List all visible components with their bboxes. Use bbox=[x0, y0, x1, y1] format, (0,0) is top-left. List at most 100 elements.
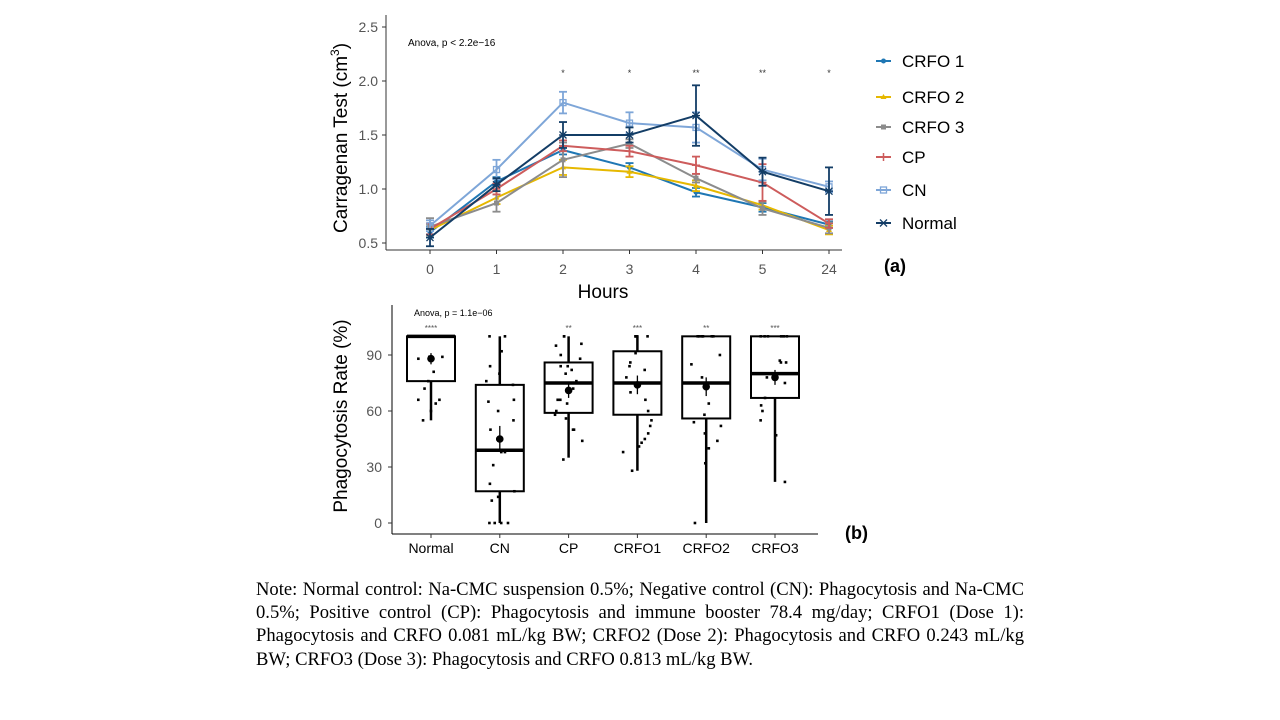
box-data-point bbox=[697, 335, 701, 338]
box-x-tick-label: CRFO2 bbox=[682, 540, 730, 556]
line-series-normal bbox=[426, 84, 833, 248]
box-x-tick-label: CN bbox=[490, 540, 510, 556]
line-point-marker bbox=[626, 168, 633, 174]
box-data-point bbox=[491, 463, 495, 467]
line-x-tick-label: 5 bbox=[759, 261, 767, 277]
box-data-point bbox=[648, 424, 652, 428]
box-data-point bbox=[646, 432, 650, 435]
legend-item: CRFO 3 bbox=[876, 118, 964, 137]
box-data-point bbox=[554, 344, 558, 347]
box-data-point bbox=[650, 419, 653, 422]
box-data-point bbox=[503, 450, 507, 454]
box-mean-point bbox=[702, 382, 710, 391]
box-data-point bbox=[489, 428, 492, 431]
box-y-tick-label: 90 bbox=[366, 347, 382, 363]
box-data-point bbox=[500, 450, 503, 454]
box-data-point bbox=[496, 495, 500, 499]
box-data-point bbox=[422, 335, 425, 338]
box-data-point bbox=[703, 432, 707, 435]
box-significance-label: ** bbox=[703, 324, 709, 333]
line-x-axis-label: Hours bbox=[578, 282, 629, 303]
line-y-tick-label: 2.0 bbox=[359, 73, 379, 89]
note-prefix: Note: bbox=[256, 579, 298, 600]
box-x-tick-label: Normal bbox=[408, 540, 453, 556]
box-data-point bbox=[416, 398, 420, 402]
line-point-marker bbox=[627, 141, 632, 147]
box-data-point bbox=[703, 413, 706, 417]
box-chart-axes: 0 30 60 90 Normal **** CN CP ** CRFO1 *** CRFO2 ** CR… bbox=[366, 305, 818, 556]
box-group-normal bbox=[406, 334, 456, 422]
box-marks-group bbox=[406, 334, 800, 525]
box-data-point bbox=[643, 368, 646, 372]
box-data-point bbox=[759, 419, 762, 422]
line-point-marker bbox=[494, 200, 499, 206]
box-y-tick-label: 60 bbox=[366, 403, 382, 419]
box-data-point bbox=[759, 335, 763, 338]
box-data-point bbox=[628, 364, 631, 368]
box-rect bbox=[750, 335, 800, 399]
box-data-point bbox=[488, 335, 491, 338]
box-data-point bbox=[488, 482, 492, 486]
box-data-point bbox=[782, 335, 786, 338]
box-data-point bbox=[511, 383, 515, 387]
line-point-marker bbox=[559, 98, 567, 107]
legend-label: CN bbox=[902, 181, 927, 200]
line-x-tick-label: 2 bbox=[559, 261, 567, 277]
box-group-crfo1 bbox=[612, 335, 663, 473]
box-data-point bbox=[562, 458, 565, 461]
line-series-group bbox=[426, 84, 833, 248]
line-x-tick-label: 4 bbox=[692, 261, 700, 277]
box-data-point bbox=[703, 461, 707, 465]
box-data-point bbox=[488, 521, 491, 525]
box-panel-label: (b) bbox=[845, 523, 868, 543]
line-anova-annotation: Anova, p < 2.2e−16 bbox=[408, 38, 496, 49]
box-data-point bbox=[637, 445, 641, 448]
box-data-point bbox=[580, 439, 584, 443]
legend-label: CRFO 1 bbox=[902, 52, 964, 71]
line-significance-label: ** bbox=[759, 68, 767, 78]
box-data-point bbox=[571, 387, 575, 390]
box-data-point bbox=[634, 335, 638, 338]
box-data-point bbox=[763, 396, 767, 400]
box-data-point bbox=[783, 480, 787, 484]
line-x-tick-label: 0 bbox=[426, 261, 434, 277]
box-data-point bbox=[692, 420, 696, 424]
note-text: Normal control: Na-CMC suspension 0.5%; … bbox=[256, 579, 1024, 670]
box-anova-annotation: Anova, p = 1.1e−06 bbox=[414, 308, 493, 318]
box-group-crfo3 bbox=[750, 335, 800, 484]
box-data-point bbox=[418, 335, 421, 338]
box-data-point bbox=[690, 363, 693, 366]
box-data-point bbox=[512, 419, 515, 422]
line-point-marker bbox=[880, 94, 887, 99]
box-data-point bbox=[512, 398, 516, 402]
box-data-point bbox=[710, 335, 714, 338]
box-data-point bbox=[766, 335, 770, 338]
box-data-point bbox=[427, 379, 430, 383]
box-data-point bbox=[555, 409, 558, 413]
box-data-point bbox=[423, 387, 426, 390]
line-significance-label: * bbox=[561, 68, 565, 78]
line-point-marker bbox=[492, 165, 501, 174]
box-data-point bbox=[556, 398, 559, 402]
line-point-marker bbox=[693, 182, 699, 188]
box-data-point bbox=[696, 335, 699, 338]
box-significance-label: *** bbox=[770, 324, 779, 333]
box-data-point bbox=[417, 357, 420, 361]
line-point-marker bbox=[760, 205, 765, 211]
box-data-point bbox=[634, 351, 637, 355]
box-data-point bbox=[629, 391, 632, 394]
box-data-point bbox=[553, 413, 557, 417]
box-data-point bbox=[700, 376, 704, 379]
box-mean-point bbox=[564, 386, 573, 395]
box-data-point bbox=[580, 342, 583, 346]
box-data-point bbox=[429, 335, 433, 338]
legend-item: CRFO 1 bbox=[876, 52, 964, 71]
box-data-point bbox=[779, 335, 783, 338]
legend-item: CP bbox=[876, 148, 926, 167]
box-group-cn bbox=[474, 335, 525, 525]
box-data-point bbox=[630, 469, 634, 473]
box-group-crfo2 bbox=[681, 335, 732, 525]
box-data-point bbox=[570, 368, 573, 372]
line-y-tick-label: 1.0 bbox=[359, 181, 379, 197]
box-data-point bbox=[490, 499, 494, 502]
